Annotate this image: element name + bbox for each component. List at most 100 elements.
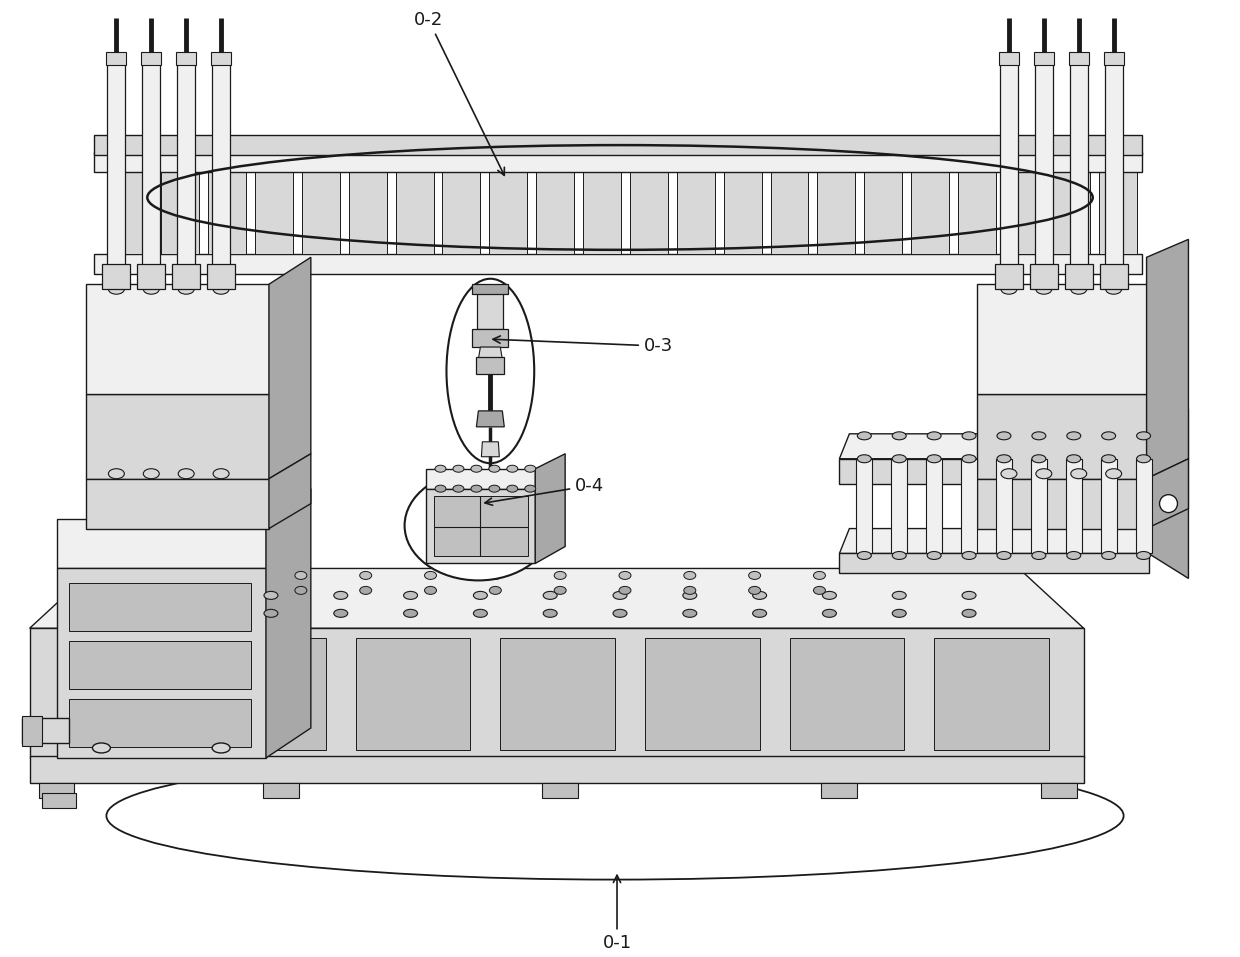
Polygon shape (770, 171, 808, 255)
Polygon shape (630, 171, 668, 255)
Text: 0-3: 0-3 (494, 336, 673, 355)
Polygon shape (1070, 55, 1087, 284)
Ellipse shape (403, 591, 418, 599)
Polygon shape (348, 171, 387, 255)
Polygon shape (1004, 171, 1043, 255)
Ellipse shape (264, 610, 278, 617)
Ellipse shape (474, 610, 487, 617)
Polygon shape (176, 52, 196, 65)
Ellipse shape (108, 469, 124, 478)
Polygon shape (212, 55, 231, 284)
Ellipse shape (334, 610, 347, 617)
Polygon shape (1066, 458, 1081, 553)
Polygon shape (87, 478, 269, 528)
Polygon shape (864, 171, 903, 255)
Polygon shape (996, 458, 1012, 553)
Ellipse shape (507, 485, 518, 492)
Ellipse shape (490, 571, 501, 579)
Polygon shape (1147, 458, 1188, 528)
Polygon shape (87, 284, 269, 394)
Polygon shape (999, 55, 1018, 284)
Ellipse shape (213, 284, 229, 294)
Polygon shape (21, 716, 42, 746)
Ellipse shape (195, 591, 208, 599)
Polygon shape (138, 264, 165, 289)
Ellipse shape (857, 432, 872, 440)
Ellipse shape (1071, 469, 1086, 478)
Polygon shape (42, 792, 77, 808)
Ellipse shape (543, 610, 557, 617)
Polygon shape (1034, 52, 1054, 65)
Polygon shape (1040, 783, 1076, 798)
Ellipse shape (613, 591, 627, 599)
Polygon shape (87, 394, 269, 478)
Ellipse shape (1137, 455, 1151, 463)
Polygon shape (69, 641, 250, 689)
Polygon shape (821, 783, 857, 798)
Ellipse shape (1032, 432, 1045, 440)
Ellipse shape (822, 610, 837, 617)
Polygon shape (536, 171, 574, 255)
Polygon shape (911, 171, 949, 255)
Ellipse shape (404, 471, 552, 580)
Ellipse shape (928, 551, 941, 560)
Polygon shape (926, 458, 942, 553)
Ellipse shape (213, 469, 229, 478)
Polygon shape (1100, 264, 1127, 289)
Ellipse shape (683, 587, 696, 594)
Ellipse shape (525, 465, 536, 472)
Polygon shape (1069, 52, 1089, 65)
Ellipse shape (1066, 432, 1081, 440)
Polygon shape (443, 171, 480, 255)
Ellipse shape (1071, 284, 1086, 294)
Ellipse shape (1001, 469, 1017, 478)
Text: 0-1: 0-1 (603, 876, 631, 952)
Ellipse shape (683, 591, 697, 599)
Polygon shape (790, 638, 904, 750)
Ellipse shape (813, 571, 826, 579)
Polygon shape (977, 284, 1147, 394)
Ellipse shape (893, 591, 906, 599)
Ellipse shape (179, 284, 195, 294)
Text: 0-2: 0-2 (414, 11, 505, 175)
Ellipse shape (179, 469, 195, 478)
Polygon shape (57, 519, 265, 568)
Polygon shape (269, 454, 311, 528)
Polygon shape (1147, 239, 1188, 478)
Polygon shape (1099, 171, 1137, 255)
Polygon shape (645, 638, 760, 750)
Ellipse shape (928, 432, 941, 440)
Ellipse shape (1035, 469, 1052, 478)
Ellipse shape (471, 485, 482, 492)
Polygon shape (500, 638, 615, 750)
Ellipse shape (489, 485, 500, 492)
Polygon shape (30, 568, 1084, 629)
Ellipse shape (1137, 432, 1151, 440)
Ellipse shape (753, 591, 766, 599)
Ellipse shape (453, 465, 464, 472)
Polygon shape (481, 442, 500, 456)
Ellipse shape (424, 587, 436, 594)
Ellipse shape (334, 591, 347, 599)
Polygon shape (1030, 264, 1058, 289)
Ellipse shape (107, 752, 1123, 879)
Ellipse shape (813, 587, 826, 594)
Polygon shape (107, 52, 126, 65)
Ellipse shape (749, 587, 760, 594)
Polygon shape (141, 52, 161, 65)
Ellipse shape (1032, 551, 1045, 560)
Ellipse shape (1137, 551, 1151, 560)
Polygon shape (207, 264, 236, 289)
Polygon shape (857, 458, 872, 553)
Polygon shape (1148, 409, 1188, 578)
Polygon shape (994, 264, 1023, 289)
Ellipse shape (857, 455, 872, 463)
Ellipse shape (554, 587, 567, 594)
Ellipse shape (360, 571, 372, 579)
Polygon shape (172, 264, 200, 289)
Ellipse shape (683, 571, 696, 579)
Polygon shape (542, 783, 578, 798)
Polygon shape (94, 135, 1142, 155)
Ellipse shape (962, 551, 976, 560)
Polygon shape (161, 171, 200, 255)
